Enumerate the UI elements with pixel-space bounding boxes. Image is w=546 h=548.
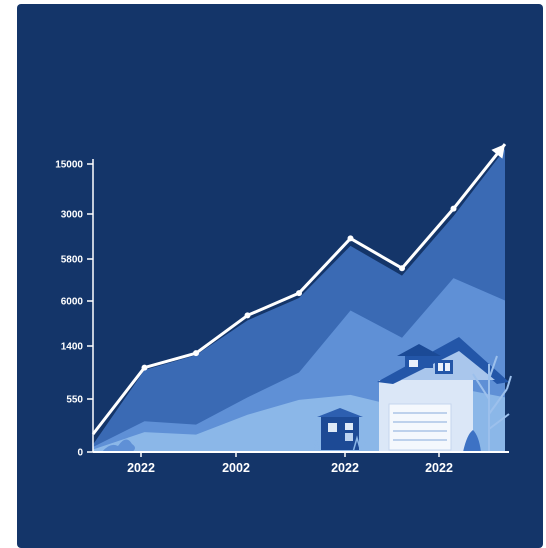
line-layer [91,143,507,436]
y-tick-label: 0 [77,448,83,459]
y-tick-label: 6000 [61,297,84,308]
x-ticks: 2022 2002 2022 2022 [127,452,453,475]
x-tick-label: 2002 [222,461,250,475]
data-point [141,364,148,371]
x-tick-label: 2022 [425,461,453,475]
data-point [347,235,354,242]
data-point [399,265,405,272]
shrub-icon [102,430,481,453]
y-tick-label: 15000 [55,160,83,171]
data-point [296,290,302,297]
x-tick-label: 2022 [331,461,359,475]
house-icon [377,337,509,452]
y-ticks: 0 550 1400 6000 5800 3000 15000 [55,160,93,459]
data-point [244,312,251,319]
house-illustration [102,337,512,453]
y-tick-label: 550 [66,395,83,406]
y-tick-label: 3000 [61,210,84,221]
data-point [450,205,457,212]
x-tick-label: 2022 [127,461,155,475]
y-tick-label: 5800 [61,255,84,266]
small-house-icon [317,408,363,450]
up-arrow-icon [491,144,505,159]
tree-icon [472,355,512,452]
chart-card: 0 550 1400 6000 5800 3000 15000 2022 2002 2022 20… [17,4,543,548]
data-point [193,350,199,357]
y-tick-label: 1400 [61,342,84,353]
